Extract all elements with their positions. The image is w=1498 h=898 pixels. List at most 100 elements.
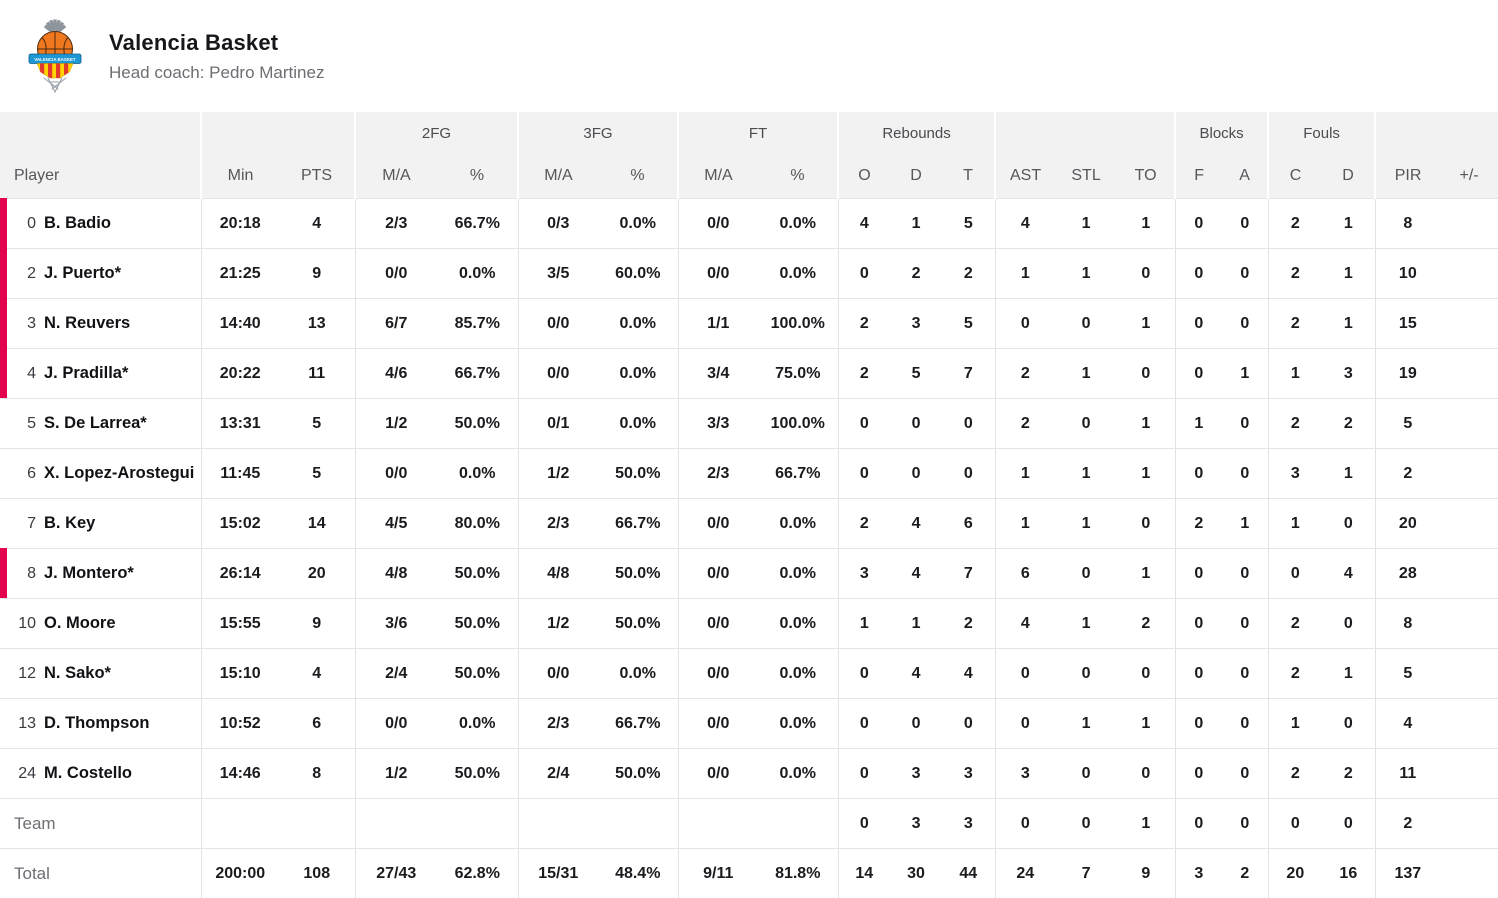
stat-ft-ma: 9/11	[678, 849, 758, 898]
stat-foul-c: 0	[1268, 799, 1322, 849]
stat-2fg-ma: 4/5	[355, 499, 437, 549]
stat-3fg-pct: 0.0%	[598, 299, 678, 349]
head-coach-label: Head coach: Pedro Martinez	[109, 63, 324, 83]
player-number: 4	[14, 365, 36, 383]
stat-pts: 9	[279, 599, 355, 649]
stat-3fg-ma: 2/4	[518, 749, 598, 799]
group-header-ft: FT	[678, 112, 838, 154]
stat-reb-o: 0	[838, 449, 890, 499]
stat-pir: 8	[1375, 599, 1440, 649]
stat-2fg-ma: 0/0	[355, 449, 437, 499]
stat-foul-c: 2	[1268, 649, 1322, 699]
stat-stl: 1	[1055, 499, 1117, 549]
stat-reb-t: 44	[942, 849, 995, 898]
stat-ast: 3	[995, 749, 1055, 799]
stat-min: 200:00	[201, 849, 279, 898]
stat-3fg-ma: 0/0	[518, 649, 598, 699]
player-name: B. Badio	[44, 214, 111, 232]
stat-2fg-pct: 50.0%	[437, 749, 518, 799]
stat-to: 1	[1117, 199, 1175, 249]
group-header-rebounds: Rebounds	[838, 112, 995, 154]
stat-min: 14:46	[201, 749, 279, 799]
stat-blk-a: 0	[1222, 299, 1268, 349]
stat-foul-c: 2	[1268, 199, 1322, 249]
stat-foul-d: 1	[1322, 249, 1375, 299]
stat-reb-d: 3	[890, 799, 942, 849]
stat-ft-pct	[758, 799, 838, 849]
stat-foul-d: 1	[1322, 449, 1375, 499]
stat-2fg-ma: 2/3	[355, 199, 437, 249]
stat-stl: 0	[1055, 299, 1117, 349]
stat-3fg-pct: 60.0%	[598, 249, 678, 299]
stat-ft-pct: 75.0%	[758, 349, 838, 399]
stat-foul-d: 0	[1322, 599, 1375, 649]
stat-ast: 0	[995, 649, 1055, 699]
stat-ft-pct: 0.0%	[758, 749, 838, 799]
stat-reb-o: 3	[838, 549, 890, 599]
stat-reb-t: 3	[942, 749, 995, 799]
stat-pts: 5	[279, 449, 355, 499]
stat-2fg-pct: 66.7%	[437, 199, 518, 249]
column-header-foul-d: D	[1322, 154, 1375, 199]
stat-reb-d: 2	[890, 249, 942, 299]
stat-ft-pct: 0.0%	[758, 549, 838, 599]
stat-blk-a: 0	[1222, 449, 1268, 499]
stat-2fg-ma: 2/4	[355, 649, 437, 699]
stat-stl: 1	[1055, 599, 1117, 649]
stat-plus-minus	[1440, 549, 1498, 599]
stat-ast: 1	[995, 449, 1055, 499]
stat-min: 11:45	[201, 449, 279, 499]
stat-2fg-pct: 0.0%	[437, 699, 518, 749]
stat-pts: 11	[279, 349, 355, 399]
stat-foul-c: 1	[1268, 349, 1322, 399]
stat-min: 15:10	[201, 649, 279, 699]
player-number: 13	[14, 715, 36, 733]
stat-stl: 0	[1055, 649, 1117, 699]
stat-ast: 24	[995, 849, 1055, 898]
stat-foul-d: 0	[1322, 699, 1375, 749]
stat-2fg-ma: 6/7	[355, 299, 437, 349]
stat-reb-d: 0	[890, 699, 942, 749]
stat-3fg-pct: 66.7%	[598, 699, 678, 749]
stat-ft-ma: 0/0	[678, 649, 758, 699]
stat-to: 1	[1117, 449, 1175, 499]
stat-to: 0	[1117, 349, 1175, 399]
stat-pir: 19	[1375, 349, 1440, 399]
column-header-player: Player	[0, 154, 201, 199]
group-header-row: 2FG 3FG FT Rebounds Blocks Fouls	[0, 112, 1498, 154]
stat-blk-f: 0	[1175, 699, 1222, 749]
stat-blk-f: 0	[1175, 649, 1222, 699]
stat-foul-d: 0	[1322, 799, 1375, 849]
stat-ast: 1	[995, 249, 1055, 299]
stat-plus-minus	[1440, 199, 1498, 249]
stat-blk-f: 0	[1175, 199, 1222, 249]
stat-2fg-pct: 62.8%	[437, 849, 518, 898]
stat-blk-f: 3	[1175, 849, 1222, 898]
stat-3fg-ma: 1/2	[518, 449, 598, 499]
stat-foul-c: 2	[1268, 299, 1322, 349]
stat-ft-pct: 0.0%	[758, 199, 838, 249]
stat-ast: 2	[995, 399, 1055, 449]
stat-reb-o: 0	[838, 649, 890, 699]
column-header-blk-a: A	[1222, 154, 1268, 199]
stat-ast: 0	[995, 699, 1055, 749]
stat-foul-d: 2	[1322, 749, 1375, 799]
player-number: 8	[14, 565, 36, 583]
player-number: 6	[14, 465, 36, 483]
stat-3fg-pct: 50.0%	[598, 599, 678, 649]
